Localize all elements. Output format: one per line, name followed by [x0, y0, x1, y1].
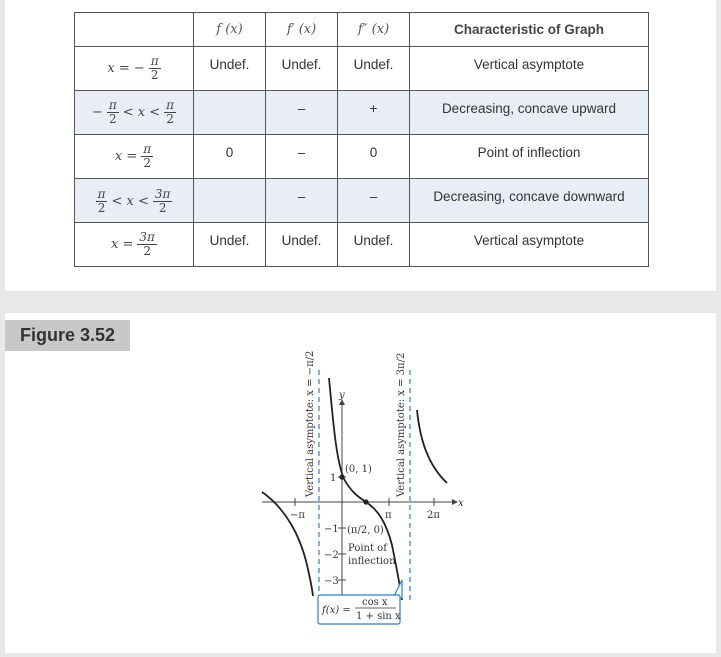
y-tick-label: −3 [324, 576, 339, 587]
inflection-label-line2: inflection [348, 556, 396, 567]
f-double-prime-cell: – [337, 178, 410, 223]
characteristic-cell: Point of inflection [409, 134, 649, 179]
x-axis-label: x [458, 498, 464, 509]
x-tick-label: −π [290, 510, 305, 521]
curve-left-branch [261, 491, 314, 597]
x-tick-label: 2π [427, 510, 440, 521]
x-tick-label: π [385, 510, 392, 521]
function-lhs: f(x) = [321, 605, 351, 616]
y-intercept-label: (0, 1) [345, 464, 372, 475]
header-interval [74, 12, 194, 47]
characteristic-cell: Decreasing, concave downward [409, 178, 649, 223]
f-prime-cell: – [265, 178, 338, 223]
curve-right-branch [416, 409, 448, 484]
f-prime-cell: – [265, 90, 338, 135]
f-double-prime-cell: Undef. [337, 222, 410, 267]
f-cell [193, 90, 266, 135]
x-axis-arrow [452, 499, 458, 505]
inflection-label-line1: Point of [348, 543, 388, 554]
y-tick-label: −1 [324, 524, 339, 535]
f-cell: Undef. [193, 222, 266, 267]
f-double-prime-cell: Undef. [337, 46, 410, 91]
f-prime-cell: Undef. [265, 222, 338, 267]
right-asymptote-label: Vertical asymptote: x = 3π/2 [396, 353, 407, 498]
inflection-coord-label: (π/2, 0) [347, 525, 384, 536]
y-tick-label: 1 [330, 473, 336, 484]
function-box [317, 594, 401, 625]
point-y-intercept [339, 474, 345, 480]
interval-cell: x = 3π 2 [74, 222, 194, 267]
f-prime-cell: – [265, 134, 338, 179]
left-asymptote-label: Vertical asymptote: x = −π/2 [305, 351, 316, 498]
point-inflection [363, 499, 369, 505]
characteristic-cell: Vertical asymptote [409, 222, 649, 267]
y-axis-label: y [338, 390, 345, 401]
characteristic-cell: Vertical asymptote [409, 46, 649, 91]
table-header-row: f (x) f′ (x) f″ (x) Characteristic of Gr… [74, 12, 649, 47]
properties-table: f (x) f′ (x) f″ (x) Characteristic of Gr… [74, 12, 649, 267]
figure-label: Figure 3.52 [5, 320, 130, 351]
f-double-prime-cell: + [337, 90, 410, 135]
function-numerator: cos x [362, 597, 388, 608]
y-axis-arrow [339, 399, 345, 405]
function-denominator: 1 + sin x [356, 611, 401, 622]
y-tick-label: −2 [324, 550, 339, 561]
f-cell: Undef. [193, 46, 266, 91]
f-cell [193, 178, 266, 223]
f-prime-cell: Undef. [265, 46, 338, 91]
f-cell: 0 [193, 134, 266, 179]
header-f-double-prime: f″ (x) [337, 12, 410, 47]
header-characteristic: Characteristic of Graph [409, 12, 649, 47]
table-row: x = 3π 2 Undef. Undef. Undef. Vertical as… [74, 222, 649, 267]
header-f: f (x) [193, 12, 266, 47]
characteristic-cell: Decreasing, concave upward [409, 90, 649, 135]
